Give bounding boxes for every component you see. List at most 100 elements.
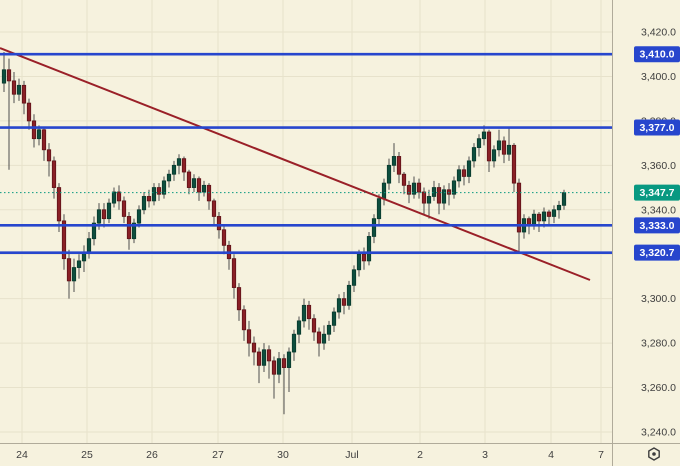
candle-down[interactable] bbox=[6, 58, 12, 170]
candle-down[interactable] bbox=[546, 209, 552, 226]
candle-up[interactable] bbox=[176, 154, 182, 175]
candle-up[interactable] bbox=[456, 165, 462, 188]
candle-down[interactable] bbox=[101, 203, 107, 228]
candle-up[interactable] bbox=[351, 265, 357, 292]
axis-settings-button[interactable] bbox=[648, 447, 660, 461]
candle-down[interactable] bbox=[231, 254, 237, 299]
candle-up[interactable] bbox=[376, 194, 382, 226]
candle-down[interactable] bbox=[401, 172, 407, 195]
candle-up[interactable] bbox=[136, 205, 142, 228]
candle-up[interactable] bbox=[326, 320, 332, 341]
candle-up[interactable] bbox=[491, 145, 497, 168]
candle-up[interactable] bbox=[411, 176, 417, 199]
candle-down[interactable] bbox=[156, 183, 162, 201]
candle-down[interactable] bbox=[31, 114, 37, 148]
candle-down[interactable] bbox=[11, 72, 17, 104]
candle-up[interactable] bbox=[91, 216, 97, 246]
candle-down[interactable] bbox=[126, 212, 132, 250]
candle-up[interactable] bbox=[476, 134, 482, 157]
candle-up[interactable] bbox=[551, 205, 557, 224]
candle-up[interactable] bbox=[131, 218, 137, 244]
candle-down[interactable] bbox=[186, 169, 192, 195]
candle-down[interactable] bbox=[271, 356, 277, 399]
candle-down[interactable] bbox=[501, 136, 507, 164]
candle-down[interactable] bbox=[306, 300, 312, 330]
candle-up[interactable] bbox=[371, 214, 377, 244]
candle-down[interactable] bbox=[361, 247, 367, 270]
candle-down[interactable] bbox=[251, 336, 257, 366]
candle-down[interactable] bbox=[236, 283, 242, 321]
candle-down[interactable] bbox=[121, 196, 127, 224]
candle-up[interactable] bbox=[466, 156, 472, 184]
candle-up[interactable] bbox=[291, 329, 297, 361]
candle-down[interactable] bbox=[211, 198, 217, 226]
candle-down[interactable] bbox=[421, 187, 427, 215]
trend-line-drawing[interactable] bbox=[0, 47, 591, 281]
candle-down[interactable] bbox=[61, 214, 67, 270]
time-axis[interactable] bbox=[0, 443, 612, 466]
candle-up[interactable] bbox=[106, 198, 112, 224]
candle-series[interactable] bbox=[1, 52, 567, 415]
candle-up[interactable] bbox=[276, 352, 282, 384]
candle-up[interactable] bbox=[336, 294, 342, 319]
candle-up[interactable] bbox=[191, 174, 197, 192]
candle-down[interactable] bbox=[341, 292, 347, 315]
candle-up[interactable] bbox=[261, 343, 267, 372]
candle-up[interactable] bbox=[201, 180, 207, 197]
candle-down[interactable] bbox=[221, 225, 227, 255]
candle-up[interactable] bbox=[496, 129, 502, 157]
candle-up[interactable] bbox=[346, 280, 352, 310]
candle-down[interactable] bbox=[316, 327, 322, 357]
candle-up[interactable] bbox=[556, 200, 562, 219]
candle-up[interactable] bbox=[431, 180, 437, 201]
candle-up[interactable] bbox=[426, 189, 432, 219]
candle-up[interactable] bbox=[386, 158, 392, 190]
candle-down[interactable] bbox=[246, 320, 252, 357]
candle-down[interactable] bbox=[266, 345, 272, 379]
candle-down[interactable] bbox=[51, 156, 57, 199]
candle-up[interactable] bbox=[321, 325, 327, 350]
chart-pane[interactable] bbox=[0, 0, 612, 443]
candle-up[interactable] bbox=[151, 183, 157, 206]
candle-up[interactable] bbox=[506, 127, 512, 161]
candle-down[interactable] bbox=[181, 156, 187, 181]
candle-up[interactable] bbox=[16, 78, 22, 101]
candle-down[interactable] bbox=[436, 183, 442, 215]
candle-up[interactable] bbox=[111, 187, 117, 208]
candle-down[interactable] bbox=[21, 80, 27, 115]
candle-up[interactable] bbox=[451, 176, 457, 199]
candle-up[interactable] bbox=[71, 258, 77, 292]
candle-down[interactable] bbox=[116, 185, 122, 210]
candle-up[interactable] bbox=[171, 160, 177, 181]
candle-down[interactable] bbox=[396, 152, 402, 184]
candle-down[interactable] bbox=[461, 165, 467, 186]
candle-up[interactable] bbox=[76, 254, 82, 279]
candle-down[interactable] bbox=[56, 183, 62, 232]
candle-up[interactable] bbox=[331, 307, 337, 332]
candle-up[interactable] bbox=[141, 192, 147, 215]
candle-up[interactable] bbox=[441, 185, 447, 210]
candle-down[interactable] bbox=[281, 354, 287, 415]
candle-down[interactable] bbox=[196, 176, 202, 201]
candle-down[interactable] bbox=[416, 178, 422, 199]
candle-up[interactable] bbox=[161, 176, 167, 199]
candle-down[interactable] bbox=[26, 98, 32, 130]
candle-down[interactable] bbox=[486, 129, 492, 172]
candle-up[interactable] bbox=[301, 298, 307, 328]
candle-up[interactable] bbox=[166, 169, 172, 188]
candle-up[interactable] bbox=[366, 232, 372, 266]
candle-up[interactable] bbox=[1, 52, 7, 92]
candle-down[interactable] bbox=[536, 212, 542, 232]
candle-down[interactable] bbox=[241, 305, 247, 341]
candle-down[interactable] bbox=[311, 314, 317, 341]
candle-up[interactable] bbox=[296, 316, 302, 344]
candle-up[interactable] bbox=[286, 347, 292, 392]
candle-down[interactable] bbox=[446, 183, 452, 206]
candle-down[interactable] bbox=[511, 143, 517, 192]
candle-down[interactable] bbox=[46, 143, 52, 177]
candle-up[interactable] bbox=[356, 249, 362, 277]
candle-down[interactable] bbox=[66, 249, 72, 299]
candle-down[interactable] bbox=[41, 127, 47, 161]
candle-up[interactable] bbox=[391, 143, 397, 172]
candle-down[interactable] bbox=[406, 180, 412, 204]
